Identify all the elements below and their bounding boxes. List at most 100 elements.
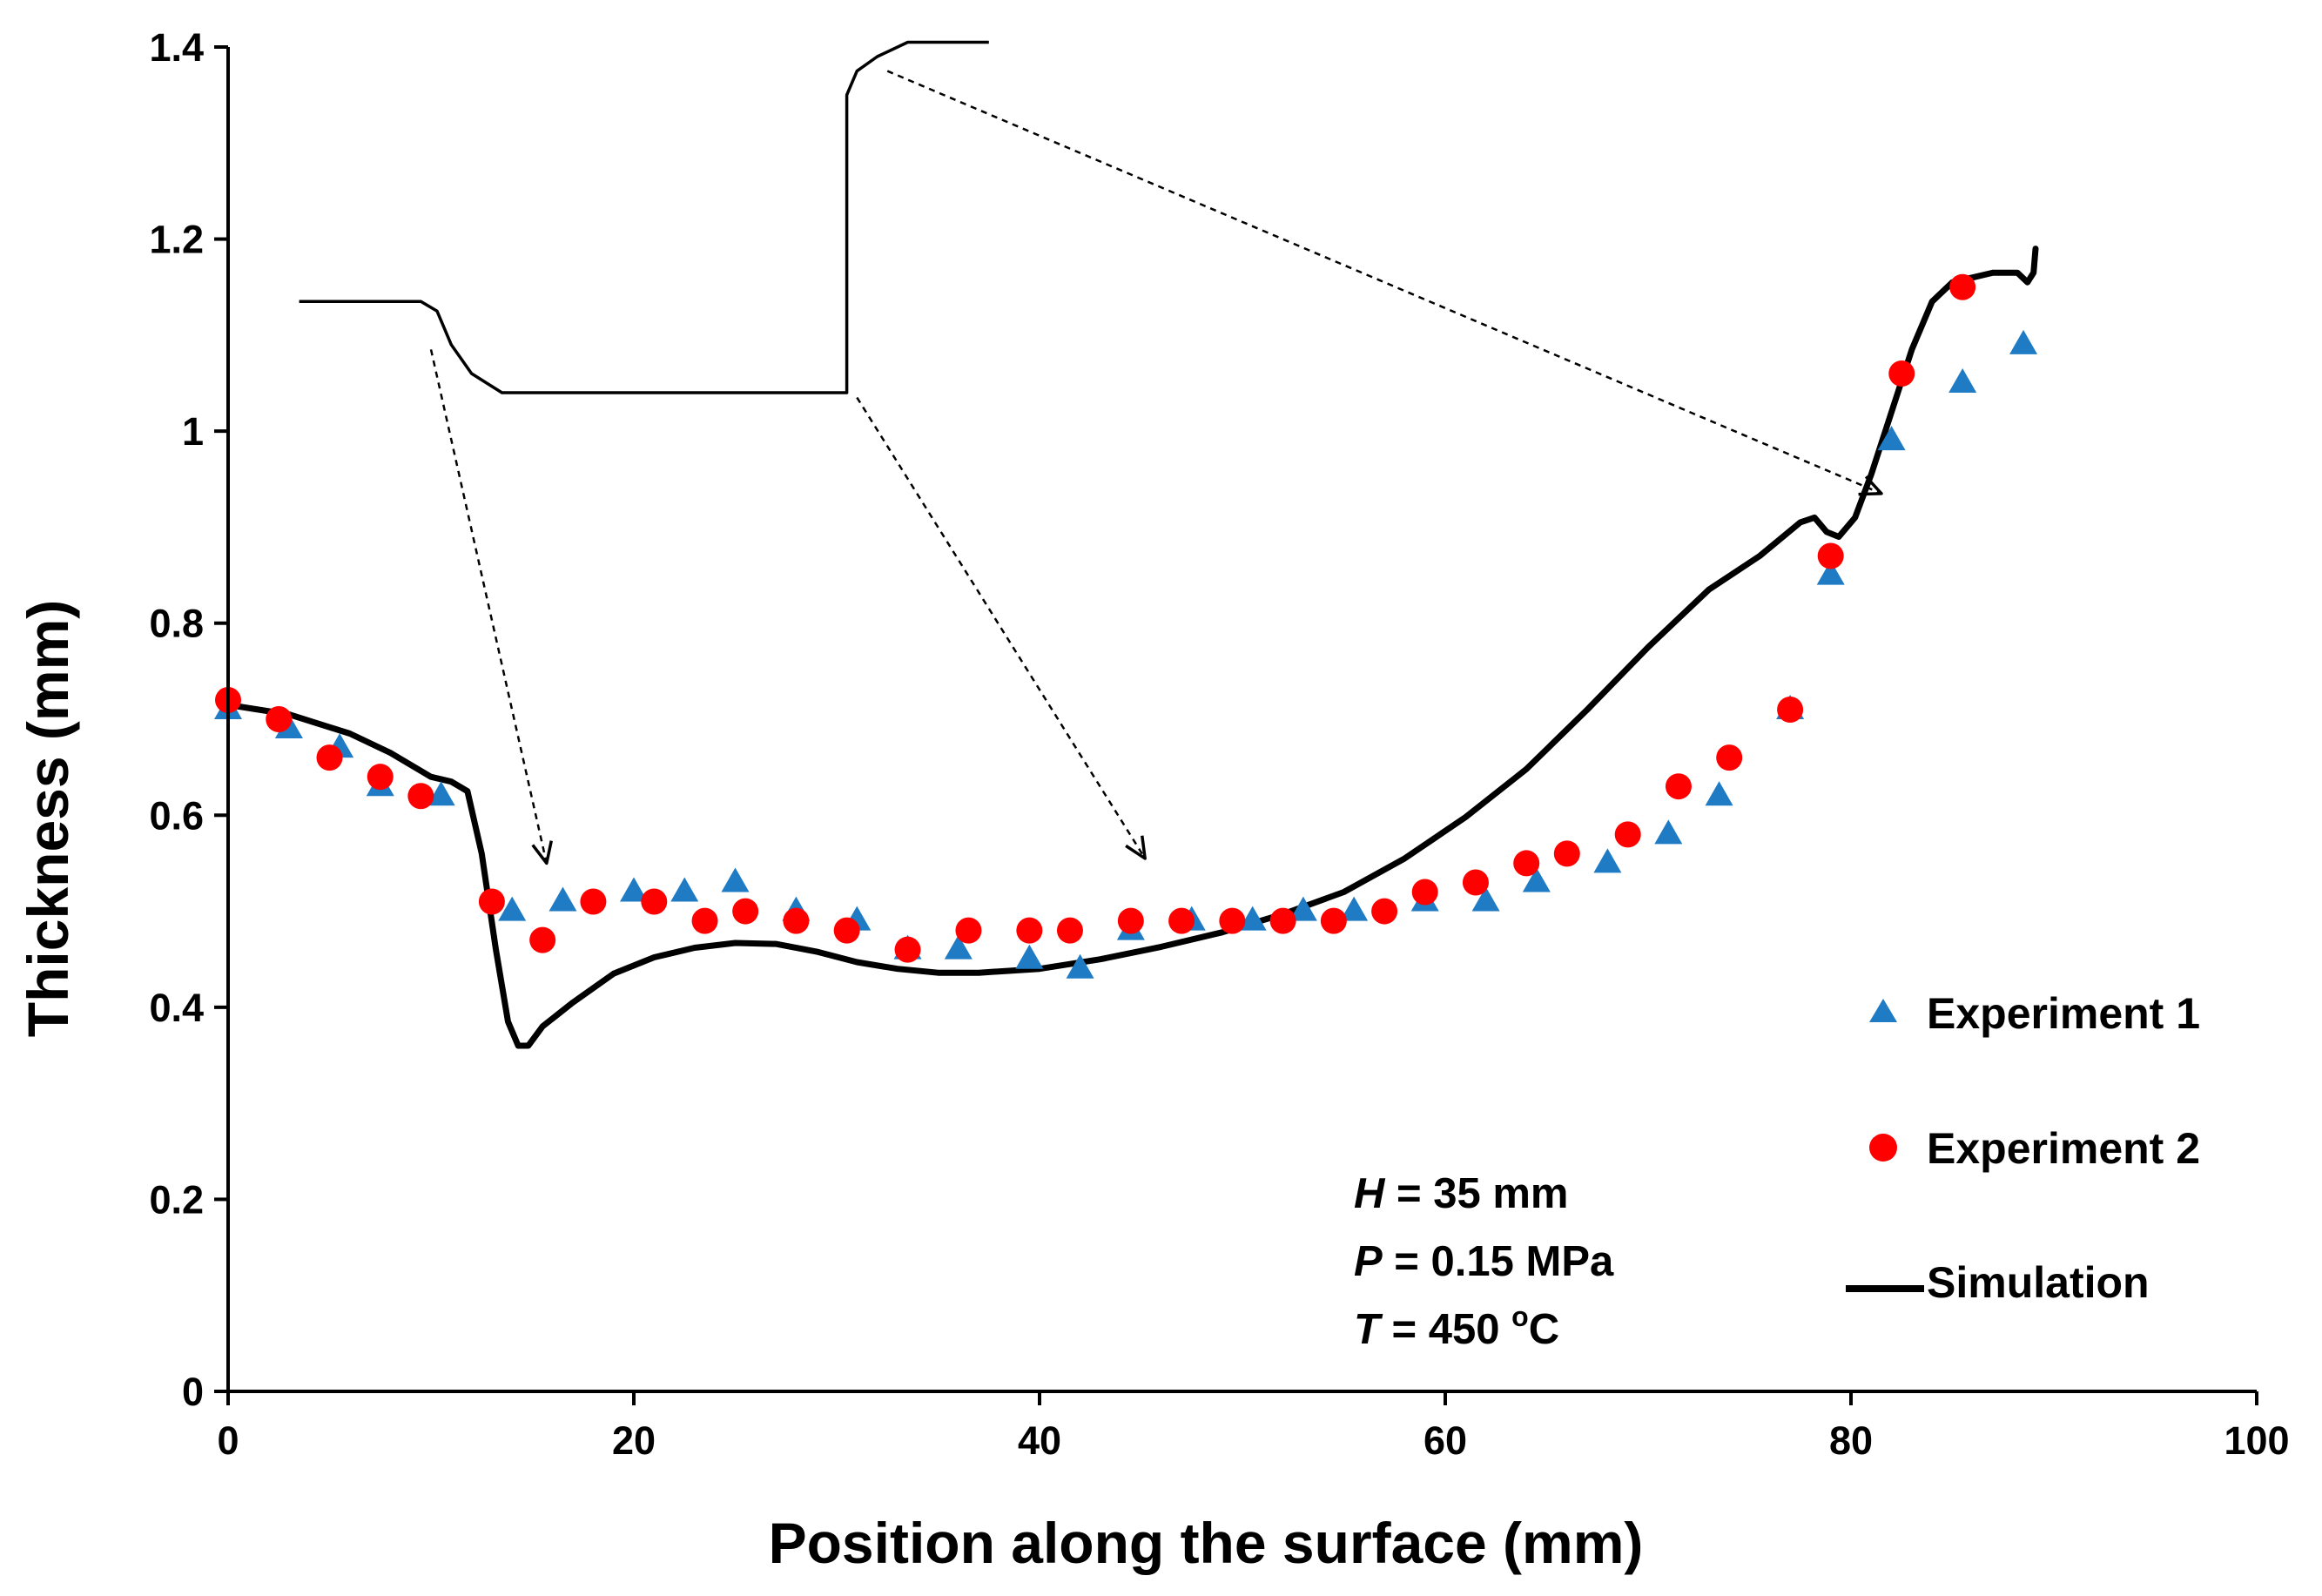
y-tick-label: 0.2 <box>149 1177 204 1222</box>
experiment-1-point <box>1015 944 1044 969</box>
y-axis-title: Thickness (mm) <box>16 600 80 1037</box>
legend-label-experiment-2: Experiment 2 <box>1927 1124 2200 1173</box>
y-tick-label: 0 <box>182 1370 204 1414</box>
x-tick-label: 100 <box>2224 1418 2289 1463</box>
experiment-1-point <box>1066 953 1094 979</box>
experiment-2-point <box>1320 907 1347 934</box>
experiment-1-point <box>944 934 973 960</box>
experiment-2-point <box>691 907 718 934</box>
experiment-2-point <box>1777 696 1804 723</box>
param-t-value: = 450 <box>1380 1306 1511 1353</box>
experiment-1-point <box>670 877 699 902</box>
experiment-2-point <box>732 898 759 925</box>
x-tick-label: 80 <box>1829 1418 1873 1463</box>
tick-labels: 0 0.2 0.4 0.6 0.8 1 1.2 1.4 0 20 40 60 80 100 <box>149 25 2289 1463</box>
param-t-unit: C <box>1529 1306 1559 1353</box>
experiment-1-point <box>498 896 527 921</box>
simulation-line <box>225 246 2039 1049</box>
legend-marker-experiment-1 <box>1869 999 1897 1022</box>
y-tick-label: 0.8 <box>149 602 204 646</box>
annotation-arrow-3 <box>886 70 1883 496</box>
experiment-2-point <box>1817 542 1844 569</box>
experiment-2-point <box>955 917 982 944</box>
annotation-arrow-1 <box>429 349 553 865</box>
experiment-2-point <box>407 783 434 810</box>
experiment-2-series <box>215 273 1976 963</box>
experiment-2-point <box>1513 850 1540 877</box>
experiment-1-point <box>1816 560 1845 585</box>
legend: Experiment 1 Experiment 2 Simulation <box>1846 989 2200 1307</box>
experiment-1-point <box>1238 906 1267 931</box>
experiment-2-point <box>529 926 556 953</box>
y-tick-label: 0.6 <box>149 793 204 838</box>
param-t-symbol: T <box>1354 1306 1383 1353</box>
experiment-2-point <box>266 706 293 732</box>
process-parameters: H = 35 mm P = 0.15 MPa T = 450 oC <box>1354 1170 1614 1353</box>
simulation-series <box>225 246 2039 1049</box>
experiment-1-point <box>1705 781 1733 806</box>
experiment-2-point <box>833 917 860 944</box>
experiment-2-point <box>1371 898 1398 925</box>
experiment-2-point <box>367 764 394 791</box>
param-t: T = 450 oC <box>1354 1301 1559 1353</box>
experiment-1-point <box>1593 848 1622 873</box>
experiment-2-point <box>1665 773 1692 800</box>
y-tick-label: 1.2 <box>149 218 204 262</box>
x-tick-label: 60 <box>1423 1418 1467 1463</box>
experiment-1-point <box>1340 896 1369 921</box>
experiment-2-point <box>1614 821 1641 848</box>
experiment-2-point <box>1056 917 1083 944</box>
y-tick-label: 1 <box>182 409 204 454</box>
experiment-2-point <box>580 888 607 915</box>
x-axis-title: Position along the surface (mm) <box>769 1511 1644 1575</box>
experiment-2-point <box>783 907 810 934</box>
experiment-2-point <box>1117 907 1144 934</box>
experiment-2-point <box>641 888 668 915</box>
experiment-2-point <box>1168 907 1195 934</box>
experiment-2-point <box>1411 879 1438 906</box>
experiment-1-point <box>549 886 577 912</box>
annotation-arrows <box>429 70 1883 865</box>
legend-label-simulation: Simulation <box>1927 1258 2150 1307</box>
experiment-2-point <box>1888 360 1915 387</box>
experiment-2-point <box>1716 744 1743 771</box>
experiment-2-point <box>1949 273 1976 300</box>
experiment-1-point <box>620 877 648 902</box>
y-tick-label: 1.4 <box>149 25 204 70</box>
param-h-value: = 35 mm <box>1384 1170 1568 1217</box>
y-tick-label: 0.4 <box>149 986 204 1030</box>
experiment-1-point <box>427 781 455 806</box>
experiment-2-point <box>1553 840 1580 867</box>
param-p-value: = 0.15 MPa <box>1383 1238 1614 1285</box>
experiment-1-point <box>1471 886 1500 912</box>
axes <box>214 45 2258 1405</box>
param-p: P = 0.15 MPa <box>1354 1238 1614 1285</box>
experiment-1-point <box>2009 329 2038 354</box>
experiment-1-point <box>1948 368 1977 393</box>
experiment-1-point <box>721 867 750 892</box>
experiment-1-point <box>1877 426 1906 451</box>
legend-label-experiment-1: Experiment 1 <box>1927 989 2200 1038</box>
experiment-1-point <box>1654 819 1683 845</box>
experiment-2-point <box>1016 917 1043 944</box>
x-tick-label: 0 <box>217 1418 239 1463</box>
experiment-1-point <box>1289 896 1317 921</box>
experiment-1-point <box>1522 867 1551 892</box>
param-h: H = 35 mm <box>1354 1170 1569 1217</box>
param-p-symbol: P <box>1354 1238 1383 1285</box>
annotation-arrow-2 <box>856 396 1147 860</box>
param-h-symbol: H <box>1354 1170 1386 1217</box>
experiment-2-point <box>1219 907 1246 934</box>
x-tick-label: 40 <box>1018 1418 1061 1463</box>
experiment-2-point <box>478 888 505 915</box>
param-t-degree: o <box>1511 1301 1529 1332</box>
experiment-2-point <box>894 936 921 963</box>
experiment-2-point <box>316 744 343 771</box>
legend-marker-experiment-2 <box>1869 1134 1897 1162</box>
x-tick-label: 20 <box>612 1418 656 1463</box>
experiment-2-point <box>1269 907 1296 934</box>
profile-inset <box>299 40 989 394</box>
experiment-2-point <box>1462 869 1489 896</box>
profile-inset-line <box>299 40 989 394</box>
